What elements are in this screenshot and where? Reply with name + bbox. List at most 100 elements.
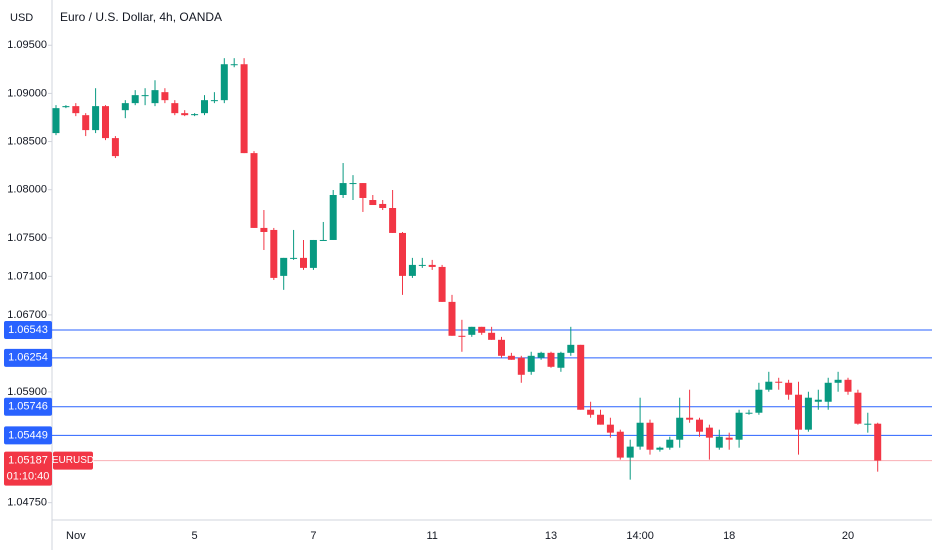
y-tick-label: 1.08000 [7, 184, 47, 196]
candle-body [389, 208, 397, 233]
candle-body [606, 424, 614, 433]
candle-body [201, 100, 208, 114]
candle-body [478, 326, 486, 333]
candle-body [765, 381, 773, 390]
candle-body [636, 422, 644, 447]
candle-body [547, 352, 555, 367]
candle-body [676, 417, 684, 440]
x-tick-label: 11 [426, 530, 437, 542]
line-label: 1.05449 [8, 429, 48, 441]
candle-body [468, 326, 476, 335]
candle-body [577, 344, 585, 410]
candle-body [369, 200, 377, 206]
candle-body [329, 195, 337, 240]
candle-body [527, 355, 535, 372]
candle-body [448, 301, 456, 336]
candle-body [646, 422, 654, 450]
candle-body [111, 138, 119, 157]
candle-body [339, 183, 347, 195]
chart-title: Euro / U.S. Dollar, 4h, OANDA [60, 10, 222, 24]
candle-body [715, 436, 723, 448]
candle-body [735, 412, 743, 440]
candle-body [151, 90, 159, 104]
candle-body [52, 108, 60, 134]
candle-body [854, 392, 862, 424]
x-tick-label: 20 [842, 530, 854, 542]
candle-body [824, 382, 832, 402]
line-label-box [4, 348, 52, 367]
candle-body [458, 335, 466, 337]
candle-body [705, 427, 713, 438]
y-tick-label: 1.08500 [7, 135, 47, 147]
candle-body [319, 239, 327, 241]
candle-body [804, 397, 812, 430]
candle-body [171, 103, 179, 114]
x-tick-label: 14:00 [626, 530, 654, 542]
candle-body [240, 64, 248, 154]
candle-body [686, 417, 694, 420]
candle-body [359, 183, 367, 198]
candle-body [844, 379, 852, 392]
candle-body [270, 229, 278, 278]
symbol-label-box [53, 451, 93, 470]
candle-body [498, 339, 505, 356]
candle-body [131, 95, 139, 104]
line-label: 1.06254 [8, 352, 48, 364]
candle-body [220, 64, 228, 101]
candle-body [300, 257, 307, 268]
candle-body [121, 103, 129, 111]
candle-body [725, 437, 733, 440]
y-tick-label: 1.05900 [7, 386, 47, 398]
y-tick-label: 1.04750 [7, 497, 47, 509]
candle-body [399, 232, 406, 276]
candle-body [488, 332, 496, 340]
symbol-label: EURUSD [52, 455, 94, 466]
candle-body [696, 419, 703, 432]
candle-body [438, 266, 446, 302]
candle-body [82, 115, 90, 131]
candle-body [408, 264, 416, 276]
candle-body [656, 447, 664, 450]
y-tick-label: 1.07100 [7, 270, 47, 282]
x-tick-label: Nov [66, 530, 86, 542]
x-tick-label: 5 [192, 530, 198, 542]
x-tick-label: 13 [545, 530, 557, 542]
y-tick-label: 1.07500 [7, 232, 47, 244]
candle-body [517, 357, 525, 375]
candle-body [567, 344, 575, 353]
candle-body [72, 106, 80, 114]
candle-body [141, 95, 149, 97]
candle-body [834, 379, 842, 383]
candle-body [587, 409, 595, 415]
candle-body [864, 423, 872, 425]
line-label-box [4, 321, 52, 340]
candle-body [537, 352, 545, 358]
candle-body [785, 382, 793, 395]
y-tick-label: 1.06700 [7, 309, 47, 321]
candle-body [616, 431, 624, 458]
candle-body [161, 92, 169, 101]
candle-body [428, 264, 436, 267]
candle-body [349, 183, 357, 185]
candle-body [379, 203, 387, 208]
price-label-box [4, 451, 52, 486]
candle-body [280, 257, 288, 276]
candle-body [557, 352, 565, 368]
candle-body [181, 113, 189, 116]
candle-body [775, 381, 783, 383]
candle-body [92, 106, 100, 131]
candle-body [418, 264, 426, 266]
y-tick-label: 1.09500 [7, 39, 47, 51]
candle-body [309, 239, 317, 268]
candle-body [290, 257, 298, 259]
candle-body [507, 355, 515, 360]
line-label: 1.06543 [8, 324, 48, 336]
candle-body [795, 394, 802, 430]
x-tick-label: 18 [723, 530, 735, 542]
line-label-box [4, 397, 52, 416]
x-tick-label: 7 [310, 530, 316, 542]
candle-body [597, 414, 604, 425]
price-countdown: 01:10:40 [7, 470, 50, 482]
candle-body [626, 446, 634, 458]
price-label: 1.05187 [8, 454, 48, 466]
